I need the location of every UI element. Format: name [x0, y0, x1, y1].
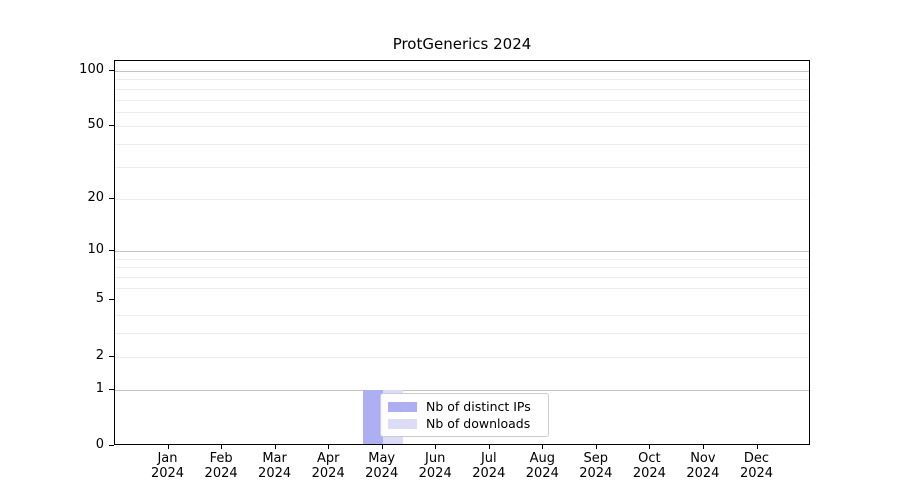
y-tick-mark: [109, 197, 114, 199]
x-tick-label: Jun 2024: [403, 451, 467, 481]
legend-label-downloads: Nb of downloads: [426, 416, 531, 431]
x-tick-label: Jul 2024: [457, 451, 521, 481]
x-tick-mark: [435, 445, 437, 449]
bar-distinct-ips: [362, 389, 383, 444]
x-tick-mark: [381, 445, 383, 449]
y-tick-label: 1: [95, 380, 104, 396]
x-tick-mark: [595, 445, 597, 449]
y-tick-mark: [109, 125, 114, 127]
legend-entry-downloads: Nb of downloads: [388, 417, 538, 430]
x-tick-year: 2024: [258, 466, 292, 481]
gridline-minor: [115, 333, 809, 335]
x-tick-year: 2024: [739, 466, 774, 481]
x-tick-mark: [488, 445, 490, 449]
gridline-minor: [115, 277, 809, 278]
gridline-minor: [115, 166, 809, 168]
gridline-minor: [115, 198, 809, 200]
y-tick-mark: [109, 299, 114, 301]
x-tick-label: May 2024: [350, 451, 414, 481]
legend: Nb of distinct IPs Nb of downloads: [380, 393, 549, 437]
x-tick-year: 2024: [311, 466, 345, 481]
gridline-minor: [115, 111, 809, 113]
x-tick-label: Oct 2024: [617, 451, 681, 481]
gridline-minor: [115, 126, 809, 128]
y-tick-label: 2: [95, 347, 104, 363]
x-tick-year: 2024: [525, 466, 559, 481]
x-tick-label: Feb 2024: [189, 451, 253, 481]
x-tick-mark: [756, 445, 758, 449]
x-tick-label: Jan 2024: [136, 451, 200, 481]
x-tick-mark: [328, 445, 330, 449]
y-tick-label: 0: [95, 437, 104, 452]
gridline-minor: [115, 356, 809, 358]
x-tick-year: 2024: [632, 466, 666, 481]
x-tick-year: 2024: [418, 466, 452, 481]
x-tick-label: Nov 2024: [671, 451, 735, 481]
y-tick-mark: [109, 355, 114, 357]
x-tick-month: Sep: [583, 451, 609, 466]
x-tick-month: Apr: [316, 451, 340, 466]
x-tick-year: 2024: [204, 466, 238, 481]
x-tick-year: 2024: [472, 466, 506, 481]
gridline-minor: [115, 267, 809, 269]
gridline-minor: [115, 88, 809, 90]
legend-label-distinct-ips: Nb of distinct IPs: [426, 399, 531, 414]
legend-entry-distinct-ips: Nb of distinct IPs: [388, 400, 538, 413]
gridline-minor: [115, 79, 809, 81]
x-tick-mark: [702, 445, 704, 449]
gridline-major: [115, 251, 809, 253]
x-tick-month: May: [368, 451, 396, 466]
y-tick-label: 20: [87, 189, 104, 205]
gridline-minor: [115, 99, 809, 101]
x-tick-month: Oct: [638, 451, 661, 466]
x-tick-mark: [542, 445, 544, 449]
x-tick-month: Feb: [209, 451, 233, 466]
legend-swatch-downloads: [388, 418, 417, 429]
x-tick-label: Sep 2024: [564, 451, 628, 481]
y-tick-label: 5: [95, 291, 104, 307]
gridline-minor: [115, 315, 809, 317]
x-tick-month: Jun: [425, 451, 446, 466]
x-tick-label: Aug 2024: [510, 451, 574, 481]
chart-title: ProtGenerics 2024: [392, 35, 532, 53]
x-tick-mark: [221, 445, 223, 449]
y-tick-mark: [109, 250, 114, 252]
x-tick-label: Dec 2024: [725, 451, 789, 481]
x-tick-mark: [649, 445, 651, 449]
gridline-major: [115, 389, 809, 391]
x-tick-mark: [167, 445, 169, 449]
x-tick-month: Nov: [690, 451, 716, 466]
x-tick-month: Mar: [262, 451, 287, 466]
plot-area: [114, 60, 810, 445]
gridline-minor: [115, 258, 809, 260]
x-tick-month: Dec: [743, 451, 770, 466]
x-tick-year: 2024: [150, 466, 185, 481]
y-tick-label: 10: [87, 242, 104, 258]
x-tick-mark: [274, 445, 276, 449]
legend-swatch-distinct-ips: [388, 401, 417, 412]
y-tick-mark: [109, 388, 114, 390]
x-tick-month: Aug: [529, 451, 555, 466]
y-tick-label: 100: [79, 61, 104, 77]
x-tick-year: 2024: [579, 466, 613, 481]
gridline-major: [115, 70, 809, 72]
x-tick-month: Jul: [480, 451, 497, 466]
x-tick-year: 2024: [686, 466, 720, 481]
gridline-minor: [115, 287, 809, 289]
gridline-minor: [115, 144, 809, 146]
y-tick-mark: [109, 69, 114, 71]
y-tick-label: 50: [87, 117, 104, 133]
x-tick-label: Mar 2024: [243, 451, 307, 481]
x-tick-year: 2024: [365, 466, 399, 481]
x-tick-month: Jan: [157, 451, 178, 466]
y-tick-mark: [109, 445, 114, 446]
x-tick-label: Apr 2024: [296, 451, 360, 481]
